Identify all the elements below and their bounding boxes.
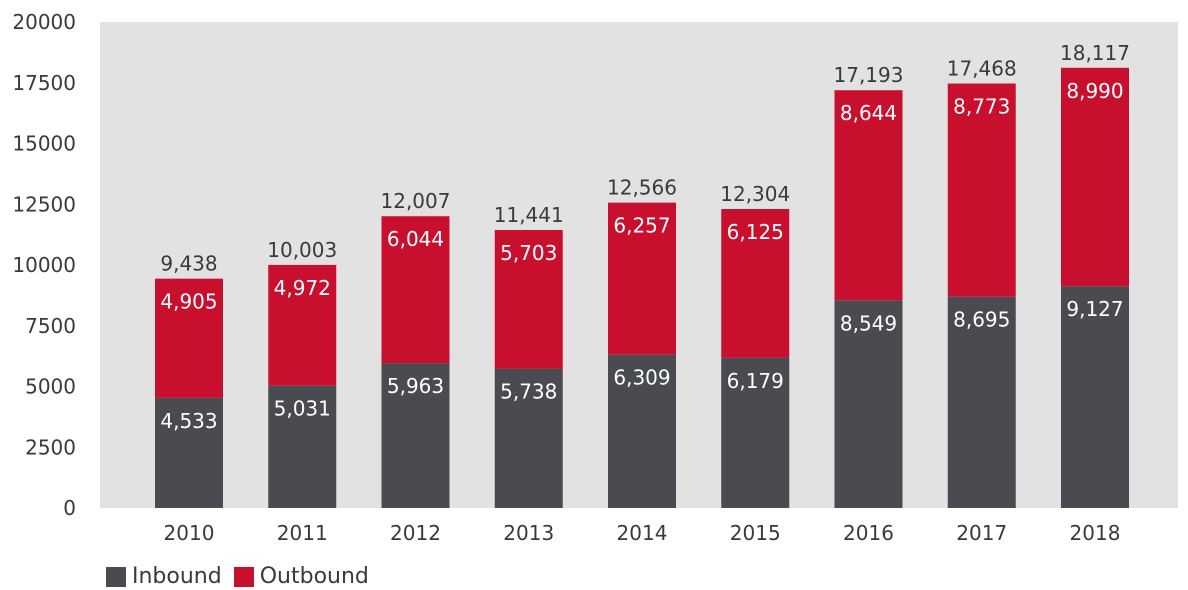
bar-segment-inbound bbox=[721, 357, 790, 508]
data-label-outbound: 8,990 bbox=[1066, 79, 1123, 103]
y-tick-label: 0 bbox=[63, 496, 76, 520]
data-label-inbound: 8,549 bbox=[840, 311, 897, 335]
bar-segment-inbound bbox=[947, 296, 1016, 508]
data-label-inbound: 5,963 bbox=[387, 374, 444, 398]
x-tick-label: 2014 bbox=[617, 521, 668, 545]
bar-segment-outbound bbox=[834, 90, 903, 301]
bar-segment-outbound bbox=[947, 83, 1016, 297]
data-label-outbound: 6,044 bbox=[387, 227, 444, 251]
total-label: 17,468 bbox=[947, 57, 1017, 81]
bar-segment-inbound bbox=[608, 354, 676, 508]
x-tick-label: 2010 bbox=[164, 521, 215, 545]
data-label-outbound: 6,257 bbox=[613, 214, 670, 238]
data-label-outbound: 4,905 bbox=[160, 290, 217, 314]
y-tick-label: 15000 bbox=[12, 132, 76, 156]
data-label-inbound: 5,031 bbox=[274, 397, 331, 421]
y-tick-label: 17500 bbox=[12, 71, 76, 95]
legend-label-outbound: Outbound bbox=[259, 564, 369, 589]
legend-swatch-outbound bbox=[233, 566, 254, 587]
y-tick-label: 5000 bbox=[25, 375, 76, 399]
total-label: 12,007 bbox=[381, 189, 451, 213]
data-label-inbound: 6,309 bbox=[613, 366, 670, 390]
data-label-outbound: 8,773 bbox=[953, 95, 1010, 119]
legend-item-outbound: Outbound bbox=[233, 564, 369, 589]
data-label-outbound: 6,125 bbox=[727, 220, 784, 244]
legend-label-inbound: Inbound bbox=[132, 564, 222, 589]
bar-segment-outbound bbox=[381, 216, 450, 364]
data-label-inbound: 8,695 bbox=[953, 308, 1010, 332]
x-tick-label: 2011 bbox=[277, 521, 328, 545]
total-label: 11,441 bbox=[494, 203, 564, 227]
data-label-outbound: 5,703 bbox=[500, 241, 557, 265]
data-label-outbound: 4,972 bbox=[274, 276, 331, 300]
data-label-inbound: 6,179 bbox=[727, 369, 784, 393]
bar-segment-inbound bbox=[268, 385, 337, 508]
bar-segment-outbound bbox=[1061, 67, 1129, 287]
legend-swatch-inbound bbox=[106, 566, 126, 587]
legend: Inbound Outbound bbox=[106, 564, 381, 589]
x-tick-label: 2017 bbox=[956, 521, 1007, 545]
y-tick-label: 20000 bbox=[12, 10, 76, 34]
bar-segment-inbound bbox=[155, 397, 223, 508]
stacked-bar-chart: 0 2500 5000 7500 10000 12500 15000 17500 20000 4,… bbox=[12, 10, 1178, 545]
y-tick-label: 12500 bbox=[12, 192, 76, 216]
bar-segment-inbound bbox=[834, 300, 903, 508]
x-tick-label: 2016 bbox=[843, 521, 894, 545]
bar-segment-outbound bbox=[721, 209, 790, 358]
bar-segment-outbound bbox=[494, 229, 563, 369]
total-label: 10,003 bbox=[267, 238, 337, 262]
x-tick-label: 2013 bbox=[503, 521, 554, 545]
bar-segment-outbound bbox=[608, 202, 676, 355]
y-tick-label: 10000 bbox=[12, 253, 76, 277]
bar-segment-outbound bbox=[268, 264, 337, 386]
x-tick-label: 2015 bbox=[730, 521, 781, 545]
y-tick-label: 2500 bbox=[25, 435, 76, 459]
x-tick-label: 2012 bbox=[390, 521, 441, 545]
bar-segment-inbound bbox=[494, 368, 563, 508]
total-label: 9,438 bbox=[160, 252, 217, 276]
bar-segment-outbound bbox=[155, 278, 223, 398]
legend-item-inbound: Inbound bbox=[106, 564, 222, 589]
data-label-inbound: 5,738 bbox=[500, 380, 557, 404]
data-label-outbound: 8,644 bbox=[840, 101, 897, 125]
total-label: 18,117 bbox=[1060, 41, 1130, 65]
bar-segment-inbound bbox=[1061, 286, 1129, 508]
bar-segment-inbound bbox=[381, 363, 450, 508]
data-label-inbound: 9,127 bbox=[1066, 297, 1123, 321]
total-label: 12,566 bbox=[607, 176, 677, 200]
data-label-inbound: 4,533 bbox=[160, 409, 217, 433]
total-label: 12,304 bbox=[720, 182, 790, 206]
total-label: 17,193 bbox=[834, 63, 904, 87]
y-tick-label: 7500 bbox=[25, 314, 76, 338]
x-tick-label: 2018 bbox=[1070, 521, 1121, 545]
